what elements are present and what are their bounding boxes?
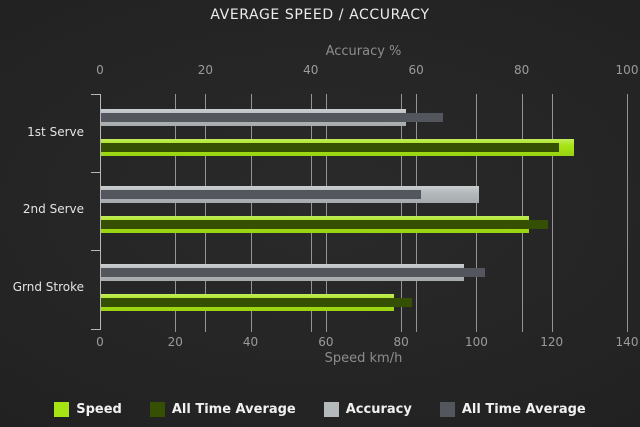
bar-speed-all-time-average	[100, 298, 413, 307]
bottom-tick-label: 140	[615, 335, 639, 349]
bar-accuracy-all-time-average	[100, 268, 485, 277]
gridline-accuracy	[310, 94, 312, 332]
gridline-speed	[476, 94, 478, 332]
legend: Speed All Time Average Accuracy All Time Av…	[0, 397, 640, 421]
bottom-tick-label: 120	[540, 335, 564, 349]
top-tick-label: 40	[303, 63, 319, 77]
top-axis-label: Accuracy %	[325, 44, 402, 59]
bar-speed-all-time-average	[100, 143, 560, 152]
y-axis-tick	[91, 250, 100, 251]
category-label: 2nd Serve	[22, 201, 84, 216]
chart-title: AVERAGE SPEED / ACCURACY	[210, 7, 430, 23]
gridline-accuracy	[416, 94, 418, 332]
bottom-tick-label: 100	[464, 335, 488, 349]
legend-item: All Time Average	[439, 401, 586, 417]
gridline-speed	[175, 94, 177, 332]
y-axis-tick	[91, 329, 100, 330]
gridline-speed	[401, 94, 403, 332]
legend-item: All Time Average	[149, 401, 296, 417]
legend-item: Speed	[54, 401, 122, 417]
top-tick-label: 60	[408, 63, 424, 77]
bottom-tick-label: 40	[242, 335, 259, 349]
bar-accuracy-all-time-average	[100, 190, 422, 199]
legend-label: Accuracy	[345, 401, 412, 417]
legend-swatch	[149, 401, 165, 417]
plot-area	[91, 94, 628, 332]
gridline-accuracy	[521, 94, 523, 332]
gridline-speed	[627, 94, 628, 332]
bottom-axis-label: Speed km/h	[324, 351, 403, 366]
y-axis-tick	[91, 94, 100, 95]
legend-label: All Time Average	[461, 401, 586, 417]
bottom-tick-label: 0	[96, 335, 104, 349]
category-labels: 1st Serve 2nd Serve Grnd Stroke	[0, 94, 84, 330]
top-tick-label: 80	[513, 63, 530, 77]
gridline-speed	[325, 94, 327, 332]
bottom-tick-label: 60	[318, 335, 334, 349]
top-axis-ticks: 0 20 40 60 80 100	[96, 63, 638, 78]
bottom-tick-label: 20	[167, 335, 183, 349]
legend-swatch	[54, 401, 70, 417]
bar-speed-all-time-average	[100, 220, 548, 229]
category-label: Grnd Stroke	[12, 279, 84, 294]
top-tick-label: 20	[197, 63, 214, 77]
legend-label: Speed	[76, 401, 122, 417]
legend-swatch	[439, 401, 455, 417]
legend-swatch	[323, 401, 339, 417]
top-tick-label: 100	[615, 63, 639, 77]
bottom-axis-ticks: 0 20 40 60 80 100 120 140	[96, 335, 638, 350]
legend-item: Accuracy	[323, 401, 412, 417]
bottom-tick-label: 80	[393, 335, 409, 349]
category-label: 1st Serve	[27, 124, 84, 139]
gridline-speed	[551, 94, 553, 332]
top-tick-label: 0	[96, 63, 104, 77]
bar-accuracy-all-time-average	[100, 113, 443, 122]
legend-label: All Time Average	[171, 401, 296, 417]
gridline-accuracy	[205, 94, 207, 332]
y-axis-tick	[91, 172, 100, 173]
y-axis-line	[100, 94, 101, 330]
gridline-speed	[250, 94, 252, 332]
